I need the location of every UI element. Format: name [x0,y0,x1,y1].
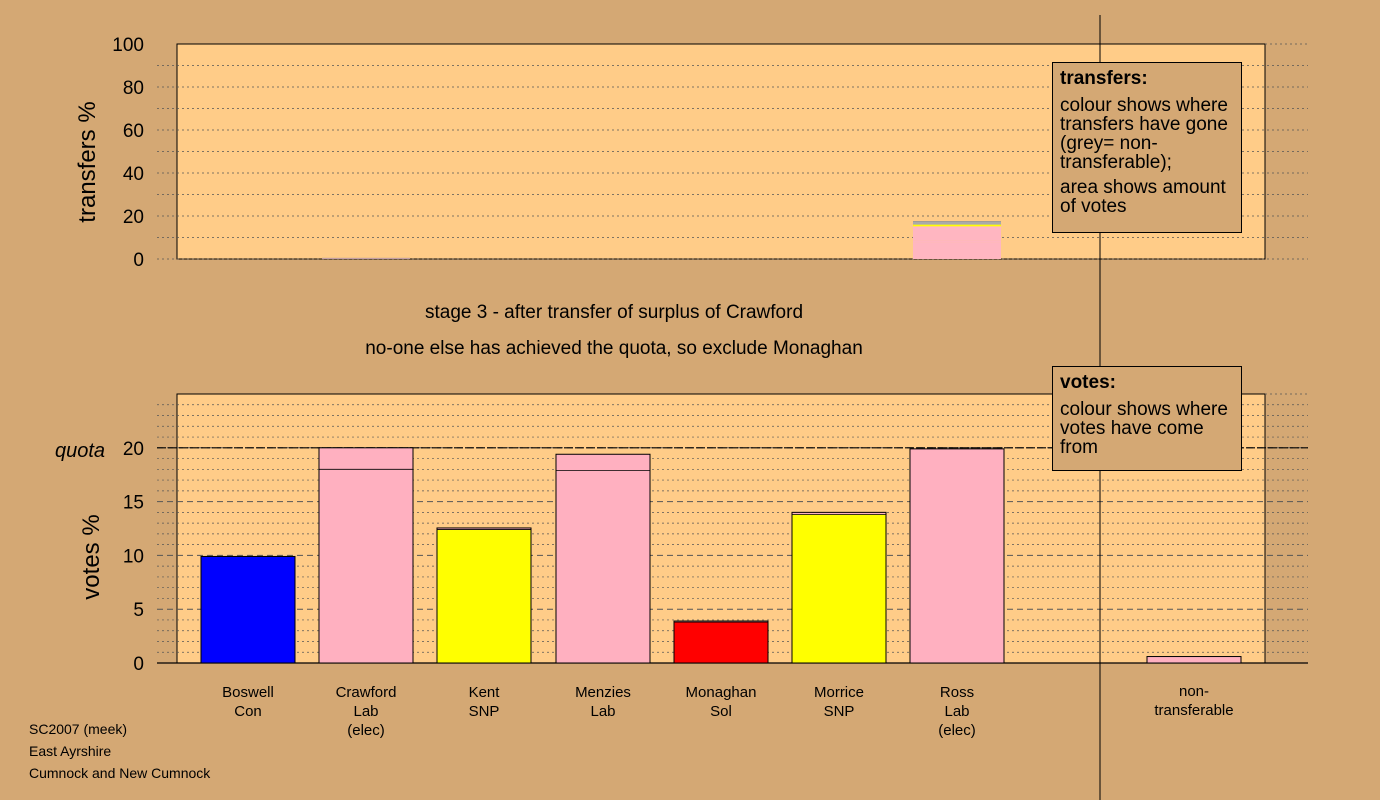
votes-axis-label: votes % [78,514,105,599]
votes-bar-segment [437,527,531,530]
candidate-label: SNP [469,703,500,720]
votes-legend-text: colour shows where votes have come from [1060,399,1228,458]
votes-tick-label: 5 [133,600,144,621]
votes-bar-segment [792,512,886,515]
votes-ticks: 0 5 10 15 20 [123,439,144,675]
transfers-bar-segment [913,240,1001,243]
candidate-label: Lab [944,703,969,720]
stage-line-1: stage 3 - after transfer of surplus of C… [425,302,803,323]
candidate-label: Boswell [222,684,274,701]
votes-bar-outline [1146,656,1242,664]
votes-bar-segment [674,622,768,663]
transfers-tick-label: 0 [133,250,144,271]
transfers-bar-segment [913,226,1001,241]
candidate-label: Morrice [814,684,864,701]
transfers-tick-label: 100 [112,35,144,56]
candidate-label: Monaghan [686,684,757,701]
transfers-legend-area: area shows amount of votes [1060,177,1226,217]
transfers-bar-segment [913,224,1001,227]
footer-line-3: Cumnock and New Cumnock [29,765,211,781]
transfers-ticks: 0 20 40 60 80 100 [112,35,144,271]
candidate-label: Menzies [575,684,631,701]
votes-bar-segment [792,514,886,663]
votes-legend-title: votes: [1060,372,1116,393]
votes-bar-segment [556,454,650,471]
transfers-tick-label: 20 [123,207,144,228]
candidate-label: non- [1179,683,1209,700]
candidate-label: Crawford [336,684,397,701]
transfers-tick-label: 80 [123,78,144,99]
votes-tick-label: 10 [123,546,144,567]
quota-label: quota [55,440,105,462]
votes-bars [200,447,1242,664]
candidate-label: Lab [353,703,378,720]
footer-line-2: East Ayrshire [29,743,112,759]
candidate-label: (elec) [347,722,385,739]
transfers-bar-segment [322,258,410,259]
transfers-legend-title: transfers: [1060,68,1148,89]
votes-bar-outline [791,511,887,664]
stage-line-2: no-one else has achieved the quota, so e… [365,338,863,359]
votes-bar-segment [674,621,768,623]
votes-bar-outline [200,555,296,664]
votes-tick-label: 15 [123,493,144,514]
votes-bar-segment [201,556,295,663]
candidate-labels: Boswell Con Crawford Lab (elec) Kent SNP Menzie… [222,683,1233,739]
transfers-legend: transfers: colour shows where transfers … [1052,62,1242,233]
votes-bar-segment [319,469,413,663]
footer-line-1: SC2007 (meek) [29,721,128,737]
candidate-label: Kent [469,684,501,701]
candidate-label: Sol [710,703,732,720]
votes-bar-outline [555,453,651,664]
votes-bar-segment [437,529,531,663]
transfers-legend-text: colour shows where transfers have gone (… [1060,95,1228,173]
transfers-bars [322,221,1001,259]
candidate-label: Lab [590,703,615,720]
votes-tick-label: 0 [133,654,144,675]
votes-bar-outline [436,527,532,664]
votes-bar-segment [910,448,1004,663]
transfers-tick-label: 60 [123,121,144,142]
candidate-label: Con [234,703,262,720]
transfers-tick-label: 40 [123,164,144,185]
votes-tick-label: 20 [123,439,144,460]
votes-bar-outline [318,447,414,664]
votes-bar-segment [1147,656,1241,663]
candidate-label: SNP [824,703,855,720]
transfers-gridlines [157,43,1308,260]
transfers-bar-segment [913,221,1001,225]
votes-legend: votes: colour shows where votes have com… [1052,366,1242,471]
votes-bar-outline [673,620,769,664]
candidate-label: Ross [940,684,974,701]
candidate-label: (elec) [938,722,976,739]
votes-bar-segment [319,447,413,470]
candidate-label: transferable [1154,702,1233,719]
transfers-bar-segment [913,242,1001,259]
transfers-axis-label: transfers % [74,101,101,222]
votes-bar-segment [556,470,650,663]
footer: SC2007 (meek) East Ayrshire Cumnock and … [29,718,210,784]
votes-bar-outline [909,448,1005,664]
